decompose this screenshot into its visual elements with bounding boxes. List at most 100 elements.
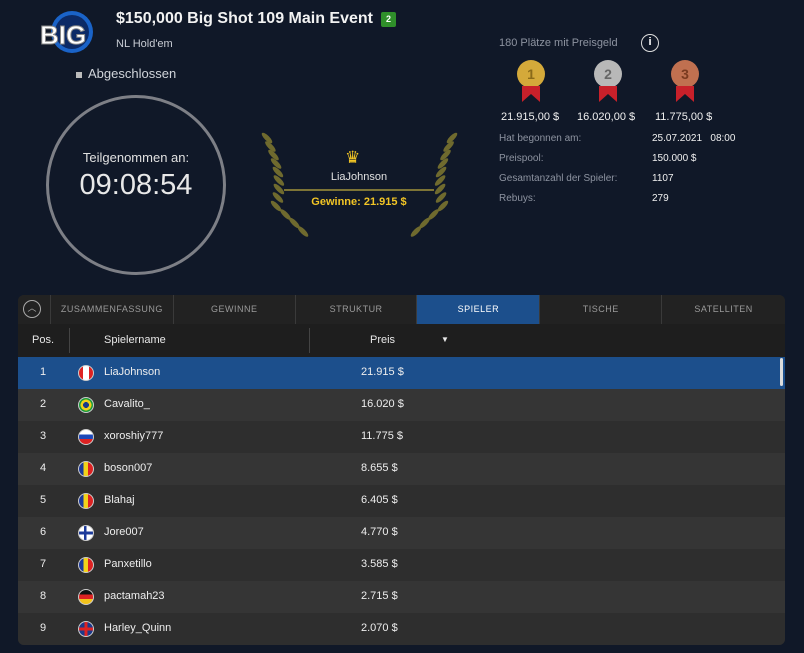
- row-prize: 16.020 $: [361, 398, 404, 410]
- row-pos: 5: [40, 494, 47, 506]
- col-pos[interactable]: Pos.: [32, 334, 55, 346]
- table-row[interactable]: 3 xoroshiy777 11.775 $: [18, 421, 785, 453]
- flag-icon: [78, 365, 94, 381]
- player-list: 1 LiaJohnson 21.915 $2 Cavalito_ 16.020 …: [18, 357, 785, 645]
- gold-medal-icon: 1: [517, 60, 545, 104]
- flag-icon: [78, 525, 94, 541]
- players-value: 1107: [652, 173, 674, 184]
- table-header: Pos. Spielername Preis ▼: [18, 324, 785, 357]
- row-pos: 2: [40, 398, 47, 410]
- prizepool-value: 150.000 $: [652, 153, 697, 164]
- laurel-leaf: [261, 132, 273, 144]
- laurel-leaf: [272, 192, 284, 203]
- silver-medal-icon: 2: [594, 60, 622, 104]
- timer-label: Teilgenommen an:: [82, 150, 190, 165]
- table-row[interactable]: 2 Cavalito_ 16.020 $: [18, 389, 785, 421]
- row-pos: 9: [40, 622, 47, 634]
- laurel-leaf: [273, 175, 285, 186]
- row-pos: 8: [40, 590, 47, 602]
- laurel-leaf: [443, 141, 454, 152]
- start-value: 25.07.2021 08:00: [652, 133, 736, 144]
- timer-circle: Teilgenommen an: 09:08:54: [46, 95, 226, 275]
- row-name: Blahaj: [104, 494, 135, 506]
- crown-icon: ♛: [345, 148, 361, 167]
- laurel-leaf: [289, 217, 300, 229]
- row-prize: 4.770 $: [361, 526, 398, 538]
- table-row[interactable]: 8 pactamah23 2.715 $: [18, 581, 785, 613]
- laurel-leaf: [440, 149, 451, 161]
- flag-icon: [78, 429, 94, 445]
- row-pos: 6: [40, 526, 47, 538]
- big-logo: BIG: [40, 11, 93, 53]
- flag-icon: [78, 621, 94, 637]
- col-prize[interactable]: Preis: [370, 334, 396, 346]
- winner-prize: Gewinne: 21.915 $: [311, 196, 407, 208]
- row-prize: 6.405 $: [361, 494, 398, 506]
- scrollbar[interactable]: [780, 358, 783, 386]
- winner-name: LiaJohnson: [330, 171, 388, 183]
- flag-icon: [78, 493, 94, 509]
- laurel-leaf: [446, 132, 458, 144]
- status-text: Abgeschlossen: [88, 66, 177, 81]
- row-name: xoroshiy777: [104, 430, 164, 442]
- row-prize: 21.915 $: [361, 366, 404, 378]
- table-row[interactable]: 6 Jore007 4.770 $: [18, 517, 785, 549]
- row-name: Harley_Quinn: [104, 622, 172, 634]
- laurel-leaf: [280, 209, 291, 220]
- game-type: NL Hold'em: [116, 38, 173, 50]
- table-row[interactable]: 4 boson007 8.655 $: [18, 453, 785, 485]
- table-row[interactable]: 1 LiaJohnson 21.915 $: [18, 357, 785, 389]
- row-name: boson007: [104, 462, 153, 474]
- prize-2nd: 16.020,00 $: [577, 111, 636, 123]
- table-row[interactable]: 5 Blahaj 6.405 $: [18, 485, 785, 517]
- laurel-leaf: [428, 209, 439, 220]
- svg-text:BIG: BIG: [40, 20, 86, 50]
- paid-places: 180 Plätze mit Preisgeld: [499, 37, 618, 49]
- laurel-leaf: [265, 141, 276, 152]
- row-pos: 4: [40, 462, 47, 474]
- laurel-leaf: [297, 226, 309, 237]
- laurel-leaf: [435, 192, 447, 203]
- row-name: Jore007: [104, 526, 144, 538]
- laurel-leaf: [419, 217, 430, 229]
- tab-struktur[interactable]: STRUKTUR: [296, 295, 418, 324]
- flag-icon: [78, 397, 94, 413]
- flag-icon: [78, 589, 94, 605]
- bronze-medal-icon: 3: [671, 60, 699, 104]
- tab-gewinne[interactable]: GEWINNE: [174, 295, 296, 324]
- row-prize: 3.585 $: [361, 558, 398, 570]
- collapse-icon[interactable]: ︿: [23, 300, 41, 318]
- players-label: Gesamtanzahl der Spieler:: [499, 173, 618, 184]
- row-name: Cavalito_: [104, 398, 150, 410]
- prize-1st: 21.915,00 $: [501, 111, 560, 123]
- row-name: pactamah23: [104, 590, 165, 602]
- row-prize: 2.070 $: [361, 622, 398, 634]
- row-prize: 11.775 $: [361, 430, 404, 442]
- flag-icon: [78, 461, 94, 477]
- row-pos: 1: [40, 366, 47, 378]
- start-label: Hat begonnen am:: [499, 133, 582, 144]
- details-panel: ︿ ZUSAMMENFASSUNG GEWINNE STRUKTUR SPIEL…: [18, 295, 785, 645]
- tab-tische[interactable]: TISCHE: [540, 295, 663, 324]
- laurel-leaf: [268, 149, 279, 161]
- laurel-leaf: [270, 200, 282, 212]
- tab-zusammenfassung[interactable]: ZUSAMMENFASSUNG: [51, 295, 174, 324]
- tab-spieler[interactable]: SPIELER: [417, 295, 541, 324]
- row-prize: 8.655 $: [361, 462, 398, 474]
- laurel-leaf: [437, 158, 449, 169]
- prize-3rd: 11.775,00 $: [655, 111, 713, 123]
- table-row[interactable]: 7 Panxetillo 3.585 $: [18, 549, 785, 581]
- row-name: Panxetillo: [104, 558, 152, 570]
- info-icon[interactable]: i: [641, 34, 659, 52]
- row-name: LiaJohnson: [104, 366, 161, 378]
- sort-down-icon[interactable]: ▼: [441, 335, 449, 344]
- col-name[interactable]: Spielername: [104, 334, 166, 346]
- tab-satelliten[interactable]: SATELLITEN: [694, 304, 753, 314]
- tab-bar: ︿ ZUSAMMENFASSUNG GEWINNE STRUKTUR SPIEL…: [18, 295, 785, 324]
- table-row[interactable]: 9 Harley_Quinn 2.070 $: [18, 613, 785, 645]
- rebuys-value: 279: [652, 193, 669, 204]
- status-icon: [76, 71, 82, 78]
- row-prize: 2.715 $: [361, 590, 398, 602]
- rebuys-label: Rebuys:: [499, 193, 536, 204]
- prizepool-label: Preispool:: [499, 153, 544, 164]
